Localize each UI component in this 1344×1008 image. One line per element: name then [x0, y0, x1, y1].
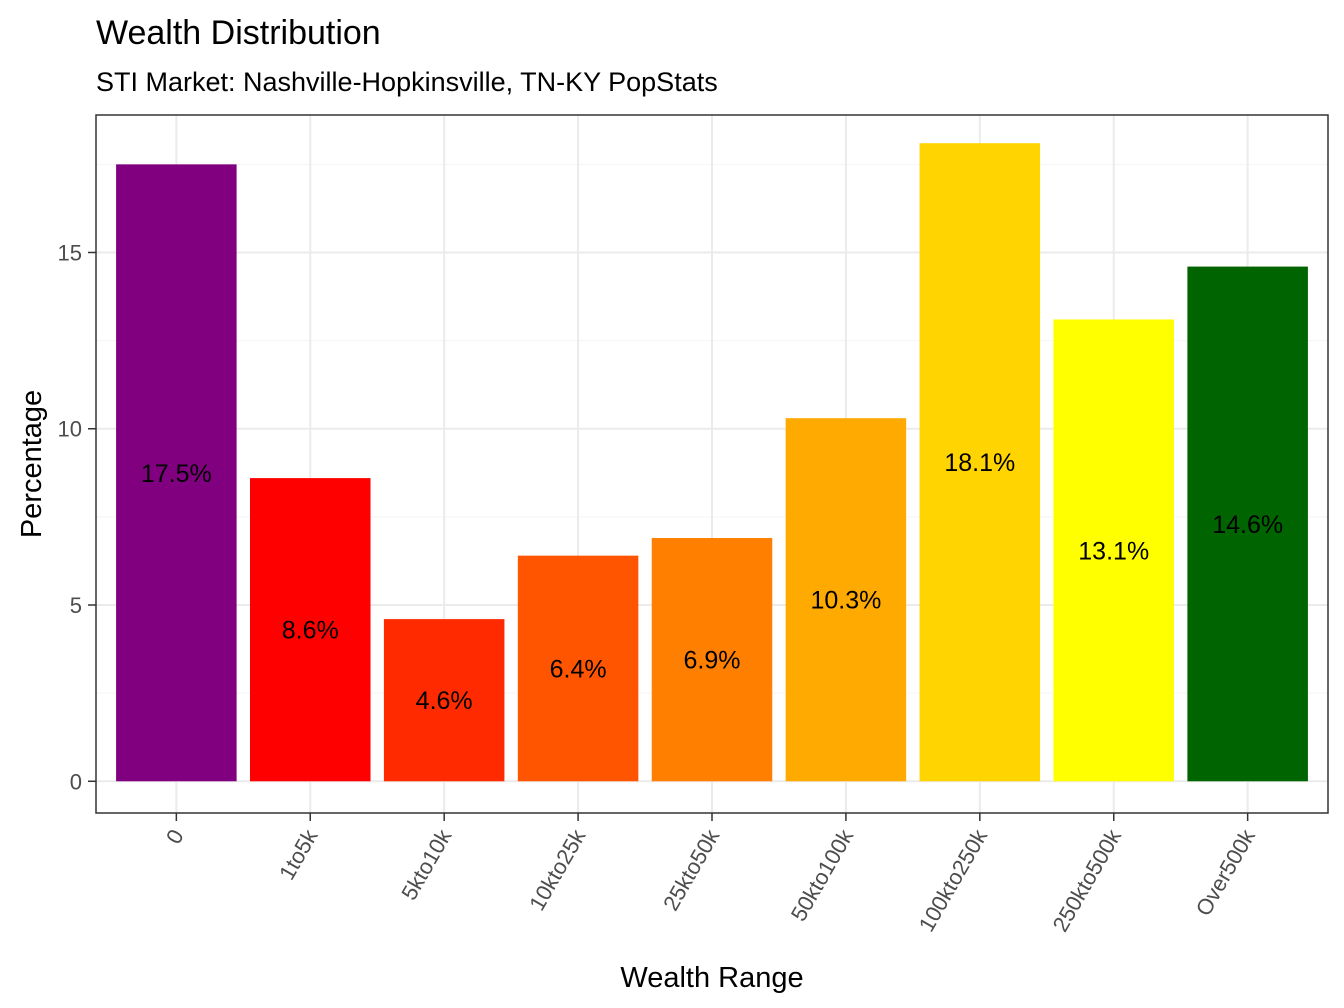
chart-subtitle: STI Market: Nashville-Hopkinsville, TN-K… — [96, 67, 718, 97]
bar-label-10kto25k: 6.4% — [550, 655, 607, 683]
x-tick-label: 250kto500k — [1048, 824, 1127, 936]
x-tick-label: Over500k — [1191, 824, 1261, 920]
y-tick-label: 5 — [70, 593, 82, 618]
y-axis: 0 5 10 15 — [58, 240, 96, 794]
bar-label-100kto250k: 18.1% — [944, 449, 1015, 477]
x-tick-label: 1to5k — [274, 824, 323, 884]
y-axis-title: Percentage — [16, 390, 48, 538]
bar-1to5k — [250, 478, 371, 782]
x-tick-label: 10kto25k — [524, 824, 591, 915]
bar-label-25kto50k: 6.9% — [684, 647, 741, 675]
y-tick-label: 10 — [58, 417, 82, 442]
bar-label-250kto500k: 13.1% — [1078, 537, 1149, 565]
bar-250kto500k — [1053, 319, 1174, 782]
bar-label-0: 17.5% — [141, 460, 212, 488]
bar-label-50kto100k: 10.3% — [810, 587, 881, 615]
bar-labels: 17.5% 8.6% 4.6% 6.4% 6.9% 10.3% 18.1% 13.1% 14.6… — [141, 449, 1283, 715]
x-tick-label: 25kto50k — [658, 824, 725, 915]
x-tick-label: 0 — [161, 825, 189, 848]
chart-title: Wealth Distribution — [96, 14, 381, 52]
x-tick-label: 5kto10k — [396, 824, 457, 904]
bar-10kto25k — [517, 555, 639, 782]
bar-label-5kto10k: 4.6% — [416, 687, 473, 715]
bar-Over500k — [1187, 266, 1308, 782]
y-tick-label: 0 — [70, 769, 82, 794]
y-tick-label: 15 — [58, 240, 82, 265]
bars — [116, 143, 1308, 782]
bar-0 — [116, 164, 237, 782]
bar-label-Over500k: 14.6% — [1212, 511, 1283, 539]
bar-100kto250k — [919, 143, 1041, 782]
bar-label-1to5k: 8.6% — [282, 617, 339, 645]
x-axis: 0 1to5k 5kto10k 10kto25k 25kto50k 50kto100k 10… — [161, 813, 1261, 936]
bar-5kto10k — [383, 619, 505, 782]
bar-50kto100k — [785, 418, 907, 782]
x-tick-label: 50kto100k — [786, 824, 859, 925]
bar-25kto50k — [651, 538, 773, 782]
x-tick-label: 100kto250k — [914, 824, 993, 936]
x-axis-title: Wealth Range — [620, 962, 803, 994]
